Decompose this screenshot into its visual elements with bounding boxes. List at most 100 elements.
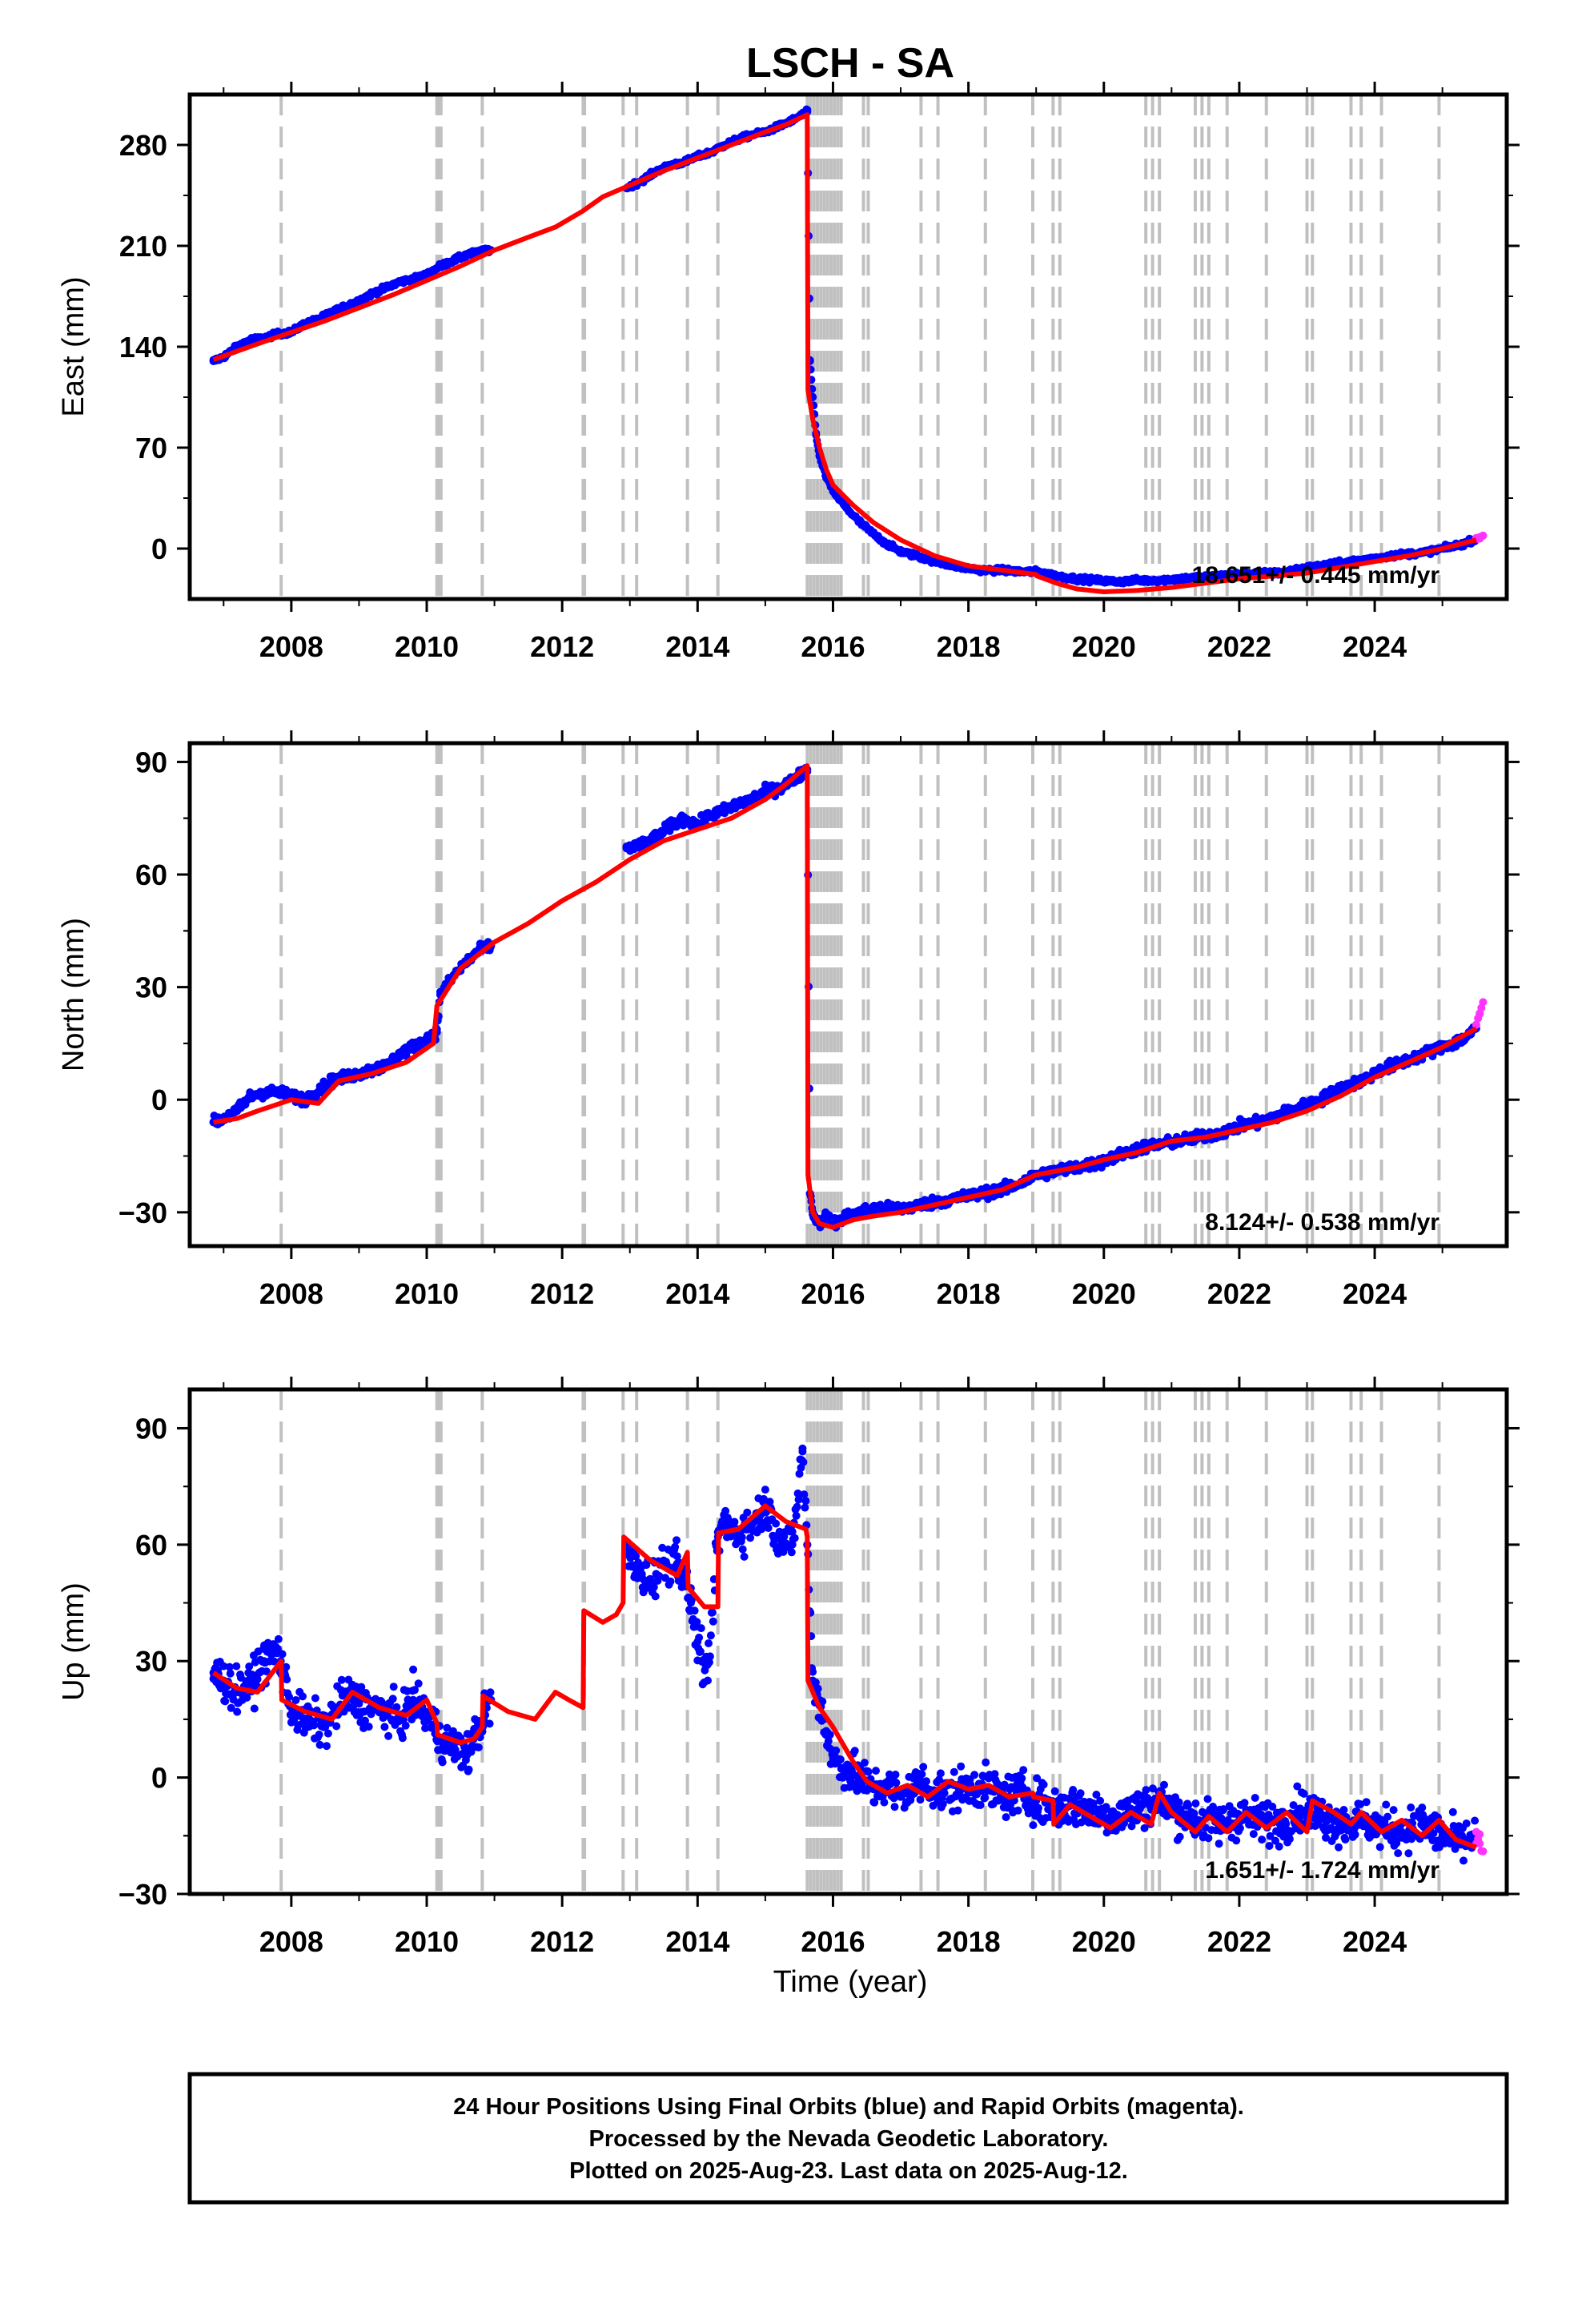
final-point (1160, 1780, 1168, 1789)
x-tick-label: 2024 (1343, 630, 1407, 663)
final-point (389, 1683, 398, 1691)
final-point (919, 1763, 928, 1771)
final-point (666, 822, 675, 830)
final-point (1195, 573, 1203, 581)
final-point (409, 1695, 418, 1704)
final-point (449, 1742, 458, 1751)
final-point (1215, 1839, 1223, 1848)
final-point (1076, 1789, 1085, 1798)
y-tick-label: 60 (135, 858, 167, 891)
final-point (245, 1663, 254, 1671)
x-tick-label: 2016 (801, 630, 865, 663)
final-point (1069, 1786, 1078, 1794)
final-point (822, 1212, 830, 1220)
north-frame (187, 741, 1509, 1248)
final-point (634, 1558, 643, 1567)
final-point (1034, 1803, 1042, 1812)
final-point (291, 1696, 300, 1704)
x-tick-label: 2022 (1207, 630, 1271, 663)
east-model-line (212, 112, 1477, 594)
final-point (788, 1527, 797, 1536)
y-tick-label: 70 (135, 432, 167, 464)
final-point (225, 1663, 234, 1671)
final-point (260, 1088, 268, 1096)
final-point (423, 1711, 431, 1720)
x-tick-label: 2014 (665, 1277, 729, 1310)
final-point (897, 547, 905, 556)
final-point (981, 1793, 990, 1802)
final-point (247, 1680, 255, 1689)
final-point (1268, 1803, 1277, 1811)
final-point (809, 1667, 817, 1676)
final-point (705, 1652, 714, 1661)
final-point (1050, 1787, 1059, 1795)
final-point (793, 1489, 802, 1498)
final-point (1462, 1819, 1471, 1827)
final-point (1002, 1813, 1010, 1822)
final-point (869, 530, 878, 538)
final-point (693, 1618, 701, 1626)
final-point (721, 806, 729, 815)
final-point (315, 1740, 324, 1749)
final-point (1134, 576, 1142, 585)
final-point (1113, 577, 1122, 586)
final-point (396, 1715, 404, 1723)
final-point (219, 1662, 228, 1671)
final-point (1418, 1803, 1427, 1812)
final-point (1142, 1786, 1150, 1795)
final-point (227, 1703, 235, 1712)
final-point (253, 1675, 262, 1683)
final-point (1460, 1856, 1468, 1865)
final-point (247, 336, 255, 344)
final-point (743, 1508, 752, 1517)
north-rate-label: 8.124+/- 0.538 mm/yr (1205, 1209, 1439, 1236)
final-point (748, 795, 756, 804)
final-point (1232, 1836, 1241, 1845)
final-point (1407, 1803, 1415, 1811)
final-point (392, 1703, 401, 1711)
final-point (801, 1497, 810, 1506)
final-point (270, 1657, 279, 1666)
final-point (1448, 1807, 1457, 1816)
final-point (864, 1767, 873, 1776)
final-point (300, 1715, 309, 1723)
final-point (414, 1679, 423, 1688)
rapid-point (1479, 998, 1488, 1007)
final-point (401, 1721, 410, 1730)
east-plot-area (209, 94, 1488, 599)
final-point (449, 256, 458, 264)
final-point (1102, 1803, 1110, 1811)
final-point (671, 1542, 680, 1551)
final-point (315, 1731, 323, 1739)
x-tick-label: 2010 (395, 630, 459, 663)
final-point (706, 1631, 715, 1640)
final-point (1033, 1774, 1042, 1783)
final-point (832, 1746, 841, 1755)
final-point (883, 1204, 892, 1213)
final-point (1299, 1789, 1308, 1798)
final-point (842, 1212, 851, 1220)
x-tick-label: 2012 (530, 1277, 594, 1310)
final-point (1471, 1816, 1480, 1825)
final-point (954, 1806, 962, 1815)
final-point (233, 1107, 242, 1116)
final-point (1271, 1836, 1279, 1845)
final-point (761, 787, 769, 796)
final-point (1140, 1823, 1149, 1832)
final-point (1154, 576, 1162, 585)
final-series (209, 105, 1480, 588)
final-point (464, 1765, 473, 1774)
final-point (936, 1769, 945, 1778)
final-point (1330, 1817, 1339, 1825)
final-point (707, 810, 716, 818)
x-tick-label: 2008 (259, 630, 323, 663)
final-point (332, 1722, 341, 1731)
final-point (247, 1092, 255, 1100)
final-point (916, 1795, 925, 1804)
final-point (761, 1486, 769, 1494)
north-plot-area (209, 743, 1488, 1246)
final-point (836, 1755, 845, 1764)
final-point (1285, 1835, 1294, 1844)
final-point (738, 1545, 747, 1554)
